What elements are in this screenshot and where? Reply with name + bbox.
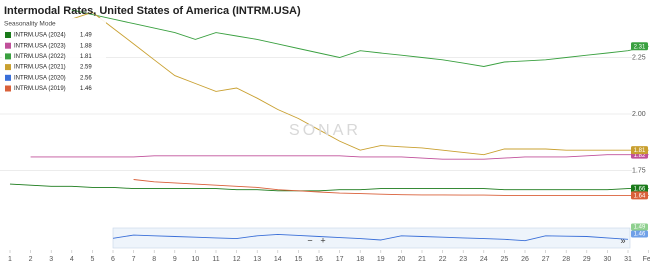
plot-area: 1.752.002.251 2 3 4 5 6 7 8 9 10 11 12 13 14 15 16 17 18 1… (0, 9, 650, 263)
x-tick-label: 25 (501, 256, 509, 263)
x-tick-label: 7 (132, 256, 136, 263)
navigator-control[interactable]: − (307, 235, 312, 245)
series-line (30, 154, 649, 160)
x-tick-label: 10 (192, 256, 200, 263)
chart-title: Intermodal Rates, United States of Ameri… (4, 5, 301, 17)
x-tick-label: 1 (8, 256, 12, 263)
x-tick-label: 30 (604, 256, 612, 263)
value-badge (631, 184, 648, 193)
x-tick-label: 14 (274, 256, 282, 263)
legend-label[interactable]: INTRM.USA (2022) (14, 54, 66, 60)
x-tick-label: 31 (624, 256, 632, 263)
legend-value: 2.59 (80, 65, 92, 71)
legend-swatch[interactable] (5, 32, 11, 38)
x-tick-label: 4 (70, 256, 74, 263)
navigator-badge (631, 223, 648, 231)
legend-swatch[interactable] (5, 42, 11, 49)
x-tick-label: 28 (562, 256, 570, 263)
series-line (112, 233, 629, 242)
navigator-badge-label: 1.46 (634, 232, 646, 238)
navigator-badge (631, 230, 648, 238)
x-tick-label: 24 (480, 256, 488, 263)
x-tick-label: 17 (336, 256, 344, 263)
series-line (133, 179, 649, 196)
series-line (9, 183, 649, 192)
x-tick-label: 16 (315, 256, 323, 263)
value-badge-label: 1.64 (634, 193, 646, 199)
navigator-badge-label: 1.49 (634, 225, 646, 231)
legend-box (2, 18, 106, 98)
legend-swatch[interactable] (5, 64, 11, 71)
x-tick-label: 5 (90, 256, 94, 263)
x-tick-label: 23 (459, 256, 467, 263)
y-tick-label: 2.25 (632, 54, 646, 61)
x-tick-label: 20 (398, 256, 406, 263)
series-line (71, 11, 649, 156)
value-badge (631, 42, 648, 51)
legend: INTRM.USA (2024) 1.49 INTRM.USA (2023) 1.88… (5, 32, 92, 92)
x-tick-label: 12 (233, 256, 241, 263)
watermark: SONAR (289, 122, 361, 139)
x-tick-label: Feb (643, 256, 650, 263)
navigator-control[interactable]: + (320, 235, 325, 245)
legend-value: 2.56 (80, 75, 92, 81)
legend-value: 1.46 (80, 86, 92, 92)
legend-value: 1.49 (80, 33, 92, 39)
y-tick-label: 1.75 (632, 167, 646, 174)
legend-label[interactable]: INTRM.USA (2019) (14, 86, 66, 92)
legend-label[interactable]: INTRM.USA (2021) (14, 65, 66, 71)
y-tick-label: 2.00 (632, 111, 646, 118)
x-tick-label: 18 (356, 256, 364, 263)
x-tick-label: 11 (212, 256, 219, 263)
chart-subtitle: Seasonality Mode (4, 21, 56, 28)
x-tick-label: 8 (152, 256, 156, 263)
value-badge (631, 146, 648, 155)
legend-value: 1.88 (80, 43, 92, 49)
legend-swatch[interactable] (5, 53, 11, 60)
value-badge-label: 1.81 (634, 148, 646, 154)
x-tick-label: 13 (253, 256, 261, 263)
x-tick-label: 15 (295, 256, 303, 263)
x-tick-label: 9 (173, 256, 177, 263)
x-tick-label: 26 (521, 256, 529, 263)
series-line (71, 9, 649, 67)
value-badge (631, 191, 648, 200)
legend-value: 1.81 (80, 54, 92, 60)
x-tick-label: 19 (377, 256, 385, 263)
legend-label[interactable]: INTRM.USA (2020) (14, 75, 66, 81)
x-tick-label: 22 (439, 256, 447, 263)
x-tick-label: 2 (29, 256, 33, 263)
value-badge-label: 2.31 (634, 44, 646, 50)
x-tick-label: 29 (583, 256, 591, 263)
value-badge-label: 1.66 (634, 187, 646, 193)
legend-label[interactable]: INTRM.USA (2023) (14, 43, 66, 49)
legend-swatch[interactable] (5, 85, 11, 92)
x-tick-label: 3 (49, 256, 53, 263)
legend-swatch[interactable] (5, 74, 11, 81)
x-tick-label: 6 (111, 256, 115, 263)
navigator-control[interactable]: » (620, 235, 625, 245)
navigator (112, 227, 631, 249)
x-tick-label: 27 (542, 256, 550, 263)
legend-label[interactable]: INTRM.USA (2024) (14, 33, 66, 39)
x-tick-label: 21 (418, 256, 426, 263)
value-badge-label: 1.82 (634, 153, 646, 159)
